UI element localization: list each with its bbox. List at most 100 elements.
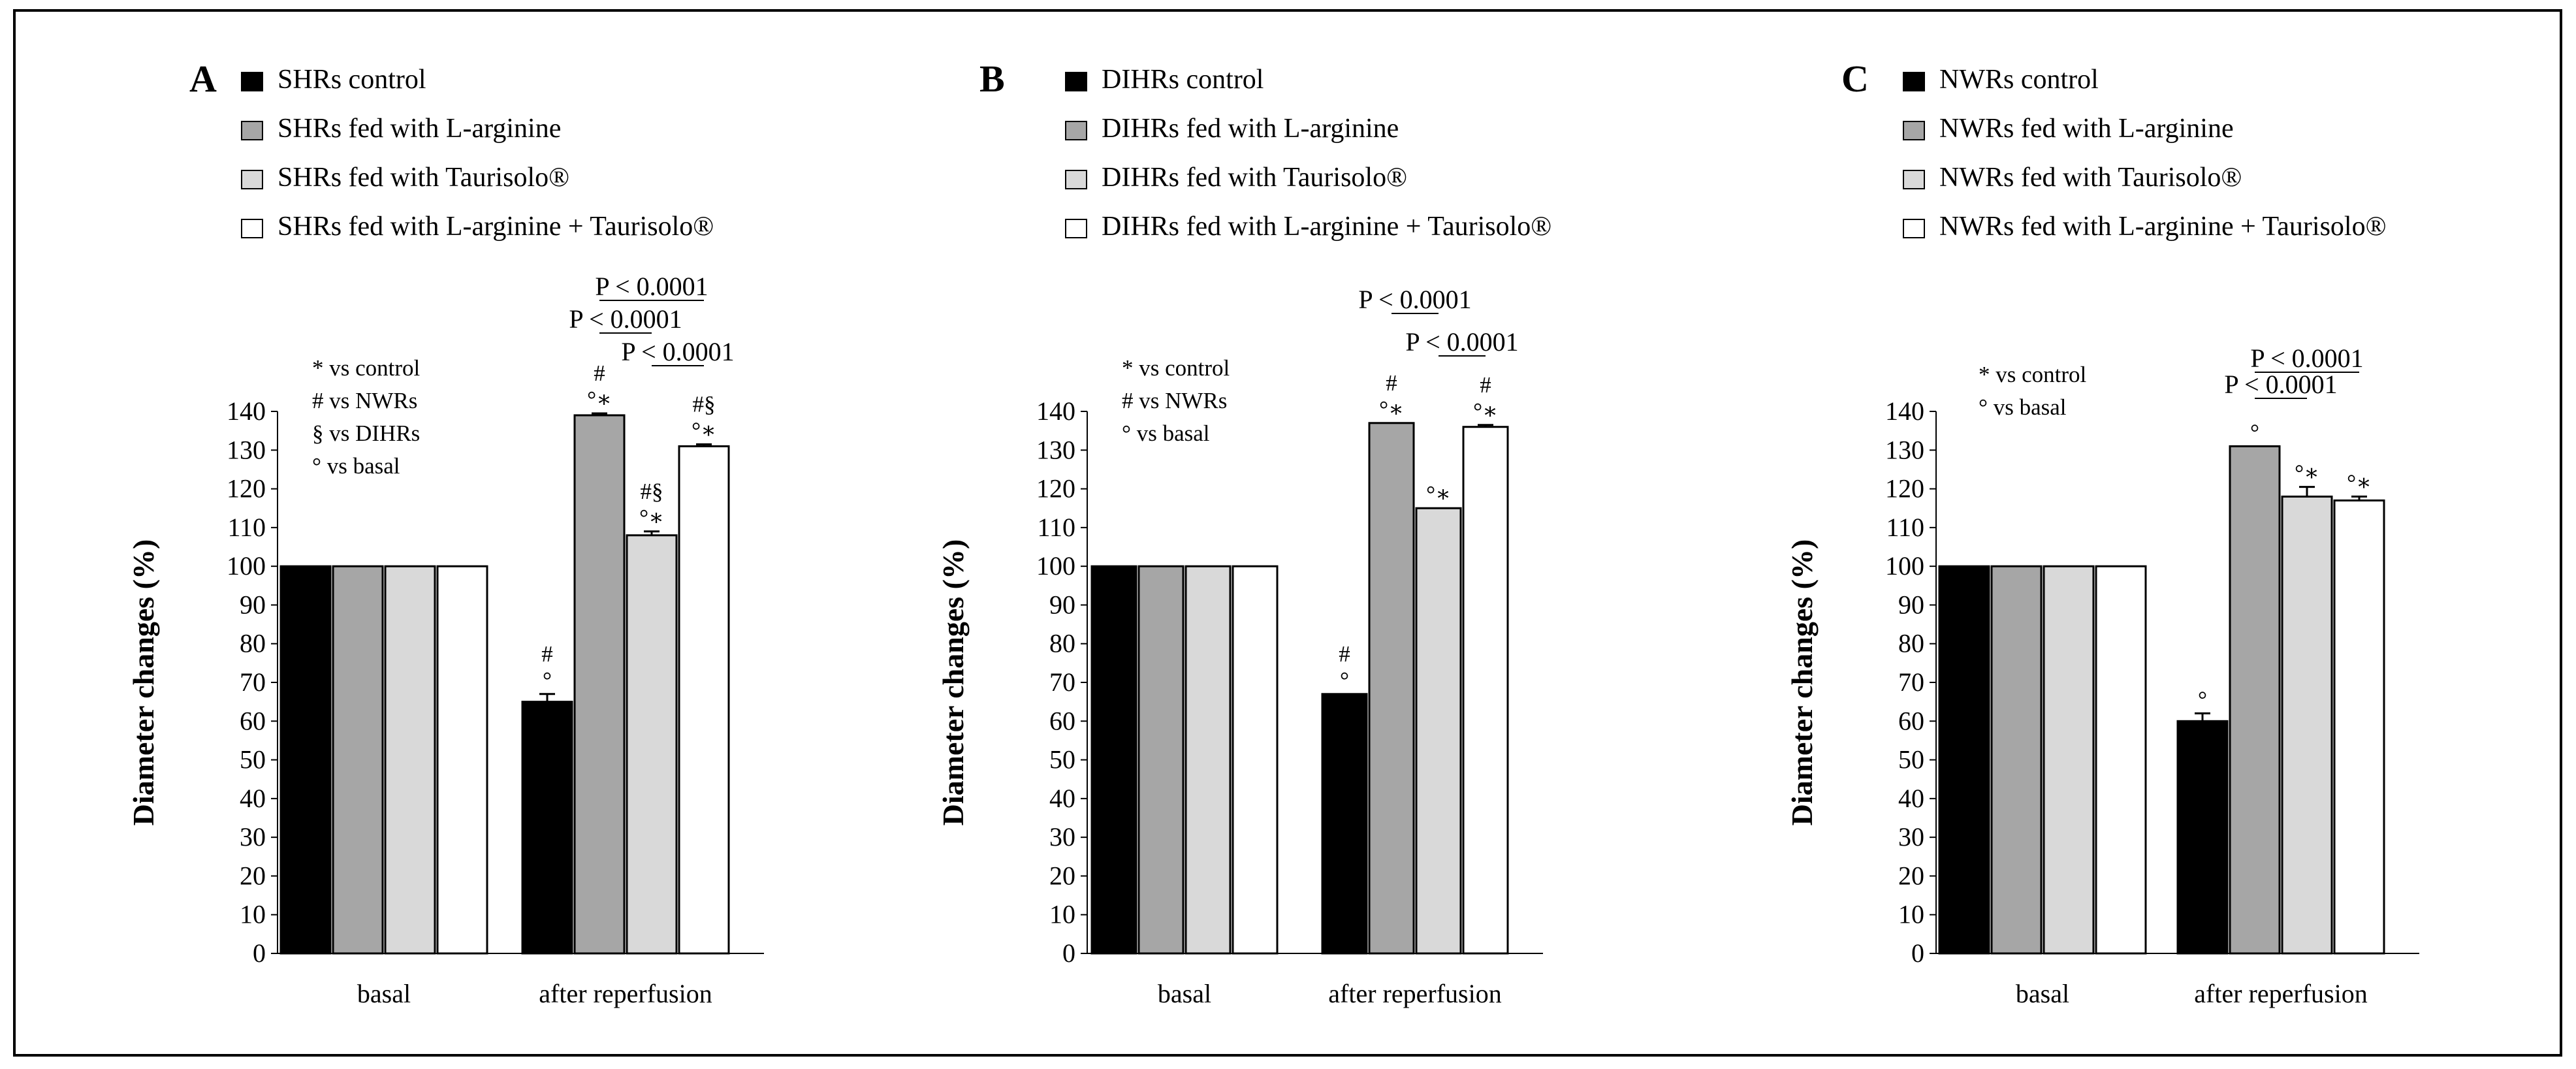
legend-swatch — [1903, 72, 1925, 91]
significance-mark: ° — [2250, 419, 2259, 445]
significance-mark: °∗ — [587, 387, 612, 412]
y-tick-label: 90 — [1898, 590, 1924, 619]
y-tick-label: 80 — [1049, 629, 1075, 658]
bar — [2333, 499, 2385, 955]
y-tick-label: 110 — [227, 513, 266, 542]
panels: A SHRs control SHRs fed with L-arginine SHR… — [127, 57, 2419, 1008]
bar — [678, 445, 730, 955]
bar — [1368, 422, 1415, 955]
significance-mark: °∗ — [1379, 396, 1404, 422]
y-tick-label: 90 — [1049, 590, 1075, 619]
x-tick-label: after reperfusion — [539, 979, 712, 1008]
y-tick-label: 0 — [1911, 938, 1924, 968]
legend-label: SHRs fed with L-arginine + Taurisolo® — [278, 212, 714, 242]
legend-label: NWRs fed with L-arginine — [1939, 114, 2234, 144]
significance-mark: °∗ — [692, 417, 716, 443]
annotation-text: ° vs basal — [1979, 394, 2067, 420]
bar — [2176, 720, 2229, 955]
y-tick-label: 110 — [1886, 513, 1924, 542]
legend-label: DIHRs fed with Taurisolo® — [1102, 163, 1407, 193]
significance-mark: °∗ — [2295, 460, 2319, 486]
annotation-text: # vs NWRs — [1122, 388, 1227, 413]
y-axis-label: Diameter changes (%) — [127, 539, 160, 826]
y-axis-label: Diameter changes (%) — [1785, 539, 1819, 826]
y-tick-label: 40 — [1898, 784, 1924, 813]
figure-frame — [13, 9, 2562, 1057]
chart-panel-B: B DIHRs control DIHRs fed with L-arginine D… — [936, 57, 1551, 1008]
annotation-text: ° vs basal — [1122, 421, 1210, 446]
y-tick-label: 140 — [227, 396, 266, 426]
y-axis-label: Diameter changes (%) — [936, 539, 970, 826]
panel-label: A — [189, 57, 217, 100]
bar — [436, 565, 488, 955]
bar — [521, 701, 573, 955]
legend-swatch — [1903, 170, 1925, 189]
bar — [1137, 565, 1185, 955]
chart-panel-C: C NWRs control NWRs fed with L-arginine NWR… — [1785, 57, 2419, 1008]
bar — [2229, 445, 2281, 955]
bar — [1321, 693, 1368, 955]
p-value-label: P < 0.0001 — [569, 304, 682, 334]
legend-swatch — [241, 219, 263, 238]
y-tick-label: 140 — [1036, 396, 1075, 426]
y-tick-label: 120 — [1036, 474, 1075, 503]
bar — [279, 565, 332, 955]
significance-mark: °∗ — [1426, 481, 1451, 507]
significance-mark: # — [541, 641, 553, 667]
legend-swatch — [241, 72, 263, 91]
annotation-text: * vs control — [1979, 362, 2087, 387]
legend-swatch — [1065, 219, 1087, 238]
legend-label: DIHRs control — [1102, 65, 1264, 95]
x-tick-label: basal — [2016, 979, 2069, 1008]
significance-mark: °∗ — [1473, 398, 1498, 424]
legend-swatch — [1065, 121, 1087, 140]
bar — [1090, 565, 1137, 955]
bar — [1415, 507, 1462, 955]
significance-mark: # — [594, 360, 605, 386]
significance-mark: °∗ — [2347, 470, 2372, 495]
legend-label: NWRs fed with L-arginine + Taurisolo® — [1939, 212, 2387, 242]
x-tick-label: after reperfusion — [2194, 979, 2367, 1008]
annotation-text: * vs control — [312, 355, 421, 381]
y-tick-label: 30 — [1898, 822, 1924, 852]
y-tick-label: 120 — [227, 474, 266, 503]
significance-mark: # — [1480, 372, 1491, 398]
y-tick-label: 20 — [1898, 861, 1924, 890]
annotation-text: # vs NWRs — [312, 388, 417, 413]
bar — [1462, 426, 1509, 955]
annotation-text: ° vs basal — [312, 453, 400, 479]
legend-swatch — [1903, 121, 1925, 140]
legend-swatch — [241, 121, 263, 140]
y-tick-label: 20 — [240, 861, 266, 890]
y-tick-label: 60 — [1049, 706, 1075, 735]
legend-swatch — [1065, 170, 1087, 189]
chart-panel-A: A SHRs control SHRs fed with L-arginine SHR… — [127, 57, 764, 1008]
y-tick-label: 50 — [1898, 745, 1924, 774]
legend-label: DIHRs fed with L-arginine — [1102, 114, 1399, 144]
p-value-label: P < 0.0001 — [621, 337, 734, 366]
y-tick-label: 80 — [1898, 629, 1924, 658]
legend-label: DIHRs fed with L-arginine + Taurisolo® — [1102, 212, 1551, 242]
y-tick-label: 110 — [1037, 513, 1075, 542]
p-value-label: P < 0.0001 — [1358, 285, 1471, 314]
y-tick-label: 80 — [240, 629, 266, 658]
y-tick-label: 130 — [227, 435, 266, 464]
y-tick-label: 0 — [1062, 938, 1075, 968]
y-tick-label: 0 — [253, 938, 266, 968]
bar — [2095, 565, 2147, 955]
legend-swatch — [1065, 72, 1087, 91]
significance-mark: # — [1386, 370, 1397, 396]
legend-label: SHRs fed with Taurisolo® — [278, 163, 569, 193]
y-tick-label: 140 — [1885, 396, 1924, 426]
legend-label: NWRs fed with Taurisolo® — [1939, 163, 2242, 193]
y-tick-label: 130 — [1036, 435, 1075, 464]
y-tick-label: 20 — [1049, 861, 1075, 890]
panel-label: C — [1841, 57, 1869, 100]
bar — [1990, 565, 2043, 955]
y-tick-label: 60 — [1898, 706, 1924, 735]
x-tick-label: after reperfusion — [1328, 979, 1501, 1008]
annotation-text: * vs control — [1122, 355, 1230, 381]
p-value-label: P < 0.0001 — [2224, 370, 2337, 399]
bar — [384, 565, 436, 955]
y-tick-label: 30 — [1049, 822, 1075, 852]
